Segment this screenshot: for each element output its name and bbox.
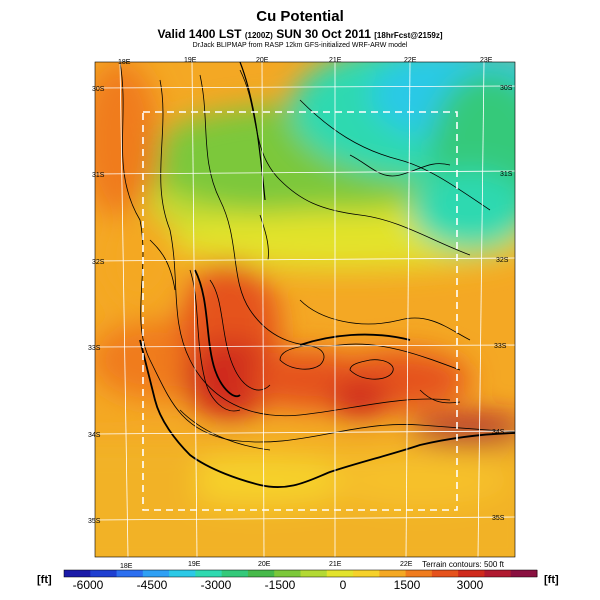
valid-date: SUN 30 Oct 2011 [276, 27, 371, 41]
utc-time: (1200Z) [244, 31, 273, 40]
colorbar-frame [63, 569, 538, 578]
colorbar-tick-label: 1500 [393, 578, 421, 592]
lat-label-left: 32S [92, 259, 105, 266]
lat-label-right: 32S [496, 257, 509, 264]
colorbar-swatch [431, 570, 459, 577]
colorbar-swatch [405, 570, 433, 577]
inner-domain-box [142, 111, 458, 511]
lon-label-top: 23E [480, 57, 493, 64]
color-bar [63, 569, 538, 578]
colorbar-swatch [379, 570, 407, 577]
lat-label-left: 33S [88, 345, 101, 352]
lat-label-left: 31S [92, 172, 105, 179]
colorbar-swatch [64, 570, 91, 577]
lon-label-top: 20E [256, 57, 269, 64]
colorbar-swatch [195, 570, 223, 577]
colorbar-swatch [353, 570, 380, 577]
lon-label-bottom: 21E [329, 561, 342, 568]
lat-lon-grid [95, 62, 515, 557]
lat-label-right: 34S [492, 429, 505, 436]
lon-label-bottom: 19E [188, 561, 201, 568]
map-frame [94, 61, 516, 558]
colorbar-swatch [274, 570, 301, 577]
coastline [139, 269, 515, 489]
model-credit: DrJack BLIPMAP from RASP 12km GFS-initia… [192, 42, 408, 49]
lat-label-left: 30S [92, 86, 105, 93]
terrain-contours [119, 62, 515, 451]
map-title: Cu Potential [256, 8, 344, 25]
colorbar-swatch [247, 570, 275, 577]
colorbar-swatch [142, 570, 170, 577]
colorbar-swatch [510, 570, 538, 577]
terrain-contour-note: Terrain contours: 500 ft [422, 560, 504, 569]
colorbar-tick-label: -4500 [136, 578, 168, 592]
forecast-info: [18hrFcst@2159z] [374, 31, 443, 40]
lat-label-right: 31S [500, 171, 513, 178]
lon-label-top: 18E [118, 59, 131, 66]
colorbar-tick-label: -1500 [264, 578, 296, 592]
colorbar-swatch [484, 570, 512, 577]
colorbar-unit-right: [ft] [544, 574, 559, 586]
lat-label-right: 30S [500, 85, 513, 92]
colorbar-swatch [221, 570, 249, 577]
colorbar-swatch [326, 570, 354, 577]
map-subtitle: Valid 1400 LST (1200Z) SUN 30 Oct 2011 [… [0, 27, 600, 41]
lon-label-top: 22E [404, 57, 417, 64]
valid-time: Valid 1400 LST [157, 27, 242, 41]
colorbar-tick-label: 0 [339, 578, 347, 592]
lat-label-left: 34S [88, 432, 101, 439]
colorbar-tick-label: -3000 [200, 578, 232, 592]
colorbar-tick-label: 3000 [456, 578, 484, 592]
colorbar-swatch [169, 570, 196, 577]
lon-label-bottom: 18E [120, 563, 133, 570]
lon-label-bottom: 22E [400, 561, 413, 568]
colorbar-swatch [300, 570, 328, 577]
colorbar-unit-left: [ft] [37, 574, 52, 586]
lon-label-top: 19E [184, 57, 197, 64]
lat-label-right: 33S [494, 343, 507, 350]
colorbar-swatch [458, 570, 485, 577]
colorbar-tick-label: -6000 [72, 578, 104, 592]
color-field [95, 62, 515, 557]
lon-label-bottom: 20E [258, 561, 271, 568]
lat-label-right: 35S [492, 515, 505, 522]
border-line [239, 62, 266, 201]
colorbar-swatch [116, 570, 144, 577]
lat-label-left: 35S [88, 518, 101, 525]
colorbar-swatch [90, 570, 118, 577]
lon-label-top: 21E [329, 57, 342, 64]
